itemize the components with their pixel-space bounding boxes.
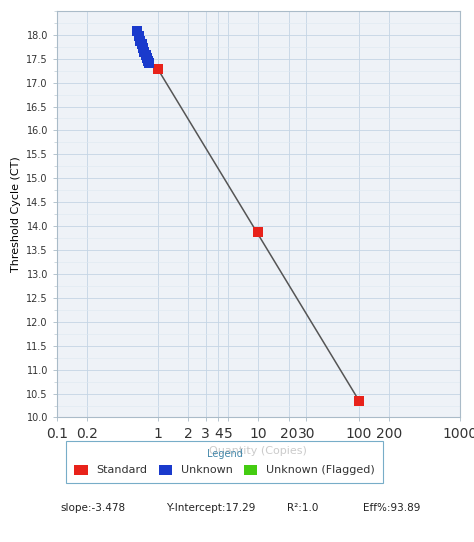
- Point: [135, 32, 143, 41]
- Point: [145, 59, 153, 68]
- Text: Y-Intercept:17.29: Y-Intercept:17.29: [166, 502, 255, 513]
- Text: Eff%:93.89: Eff%:93.89: [363, 502, 420, 513]
- Y-axis label: Threshold Cycle (CT): Threshold Cycle (CT): [11, 156, 21, 272]
- Point: [255, 228, 262, 237]
- Legend: Standard, Unknown, Unknown (Flagged): Standard, Unknown, Unknown (Flagged): [66, 441, 383, 483]
- Point: [138, 40, 146, 49]
- Point: [154, 64, 161, 73]
- Point: [139, 44, 147, 53]
- Point: [142, 50, 149, 59]
- Point: [137, 36, 144, 45]
- Text: R²:1.0: R²:1.0: [286, 502, 318, 513]
- Point: [141, 47, 148, 56]
- Point: [355, 396, 363, 405]
- X-axis label: Quantity (Copies): Quantity (Copies): [210, 446, 307, 456]
- Text: slope:-3.478: slope:-3.478: [61, 502, 126, 513]
- Point: [133, 27, 140, 35]
- Point: [143, 53, 151, 62]
- Point: [144, 56, 152, 65]
